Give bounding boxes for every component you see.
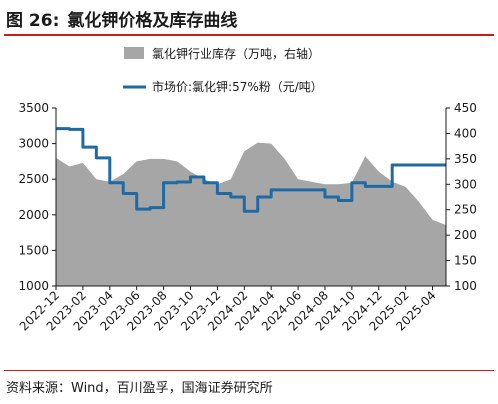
y-right-tick-label: 250: [454, 203, 477, 217]
y-right-tick-label: 450: [454, 101, 477, 115]
figure-number: 图 26:: [6, 11, 60, 31]
y-left-tick-label: 2500: [18, 172, 49, 186]
y-right-tick-label: 400: [454, 126, 477, 140]
legend: 氯化钾行业库存（万吨，右轴） 市场价:氯化钾:57%粉（元/吨）: [123, 46, 323, 94]
inventory-area: [56, 142, 446, 286]
legend-label-inventory: 氯化钾行业库存（万吨，右轴）: [152, 46, 320, 61]
y-right-tick-label: 200: [454, 228, 477, 242]
y-right-tick-label: 100: [454, 279, 477, 293]
y-right-tick-label: 350: [454, 152, 477, 166]
y-right-tick-label: 150: [454, 254, 477, 268]
source-rule: [4, 370, 494, 371]
y-left-tick-label: 2000: [18, 208, 49, 222]
legend-label-price: 市场价:氯化钾:57%粉（元/吨）: [152, 79, 323, 94]
source-note: 资料来源：Wind，百川盈孚，国海证券研究所: [6, 381, 273, 396]
y-left-tick-label: 1500: [18, 243, 49, 257]
title-rule: [4, 34, 494, 36]
y-right-tick-label: 300: [454, 177, 477, 191]
y-left-tick-label: 1000: [18, 279, 49, 293]
price-line: [56, 127, 446, 213]
figure-title: 图 26: 氯化钾价格及库存曲线: [6, 6, 237, 31]
y-left-tick-label: 3000: [18, 137, 49, 151]
y-left-tick-label: 3500: [18, 101, 49, 115]
figure-title-text: 氯化钾价格及库存曲线: [67, 11, 238, 31]
plot-area: [56, 127, 446, 286]
legend-swatch-inventory: [124, 47, 144, 59]
